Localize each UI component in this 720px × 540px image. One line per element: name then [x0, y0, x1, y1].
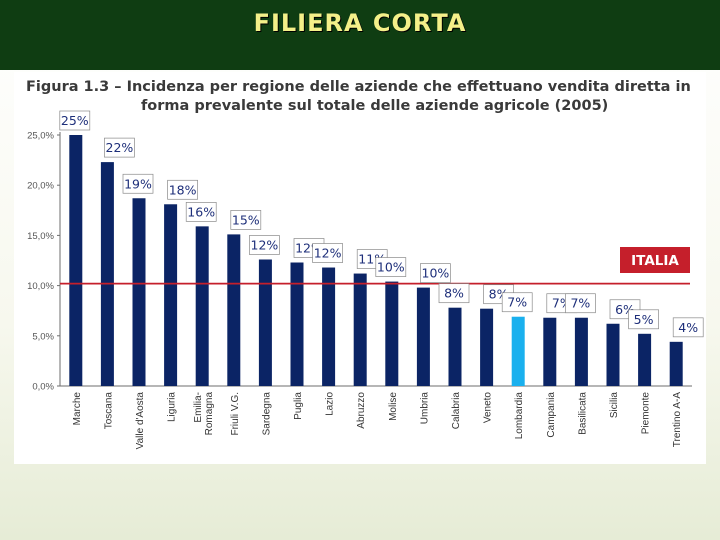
bar-14 — [480, 308, 494, 386]
bar-chart: 0,0% 5,0% 10,0% 15,0% 20,0% 25,0% ITALIA 25% 22%… — [27, 110, 704, 450]
figure-caption-line-1: Figura 1.3 – Incidenza per regione delle… — [26, 79, 691, 95]
reference-label-box — [620, 247, 690, 273]
data-label: 10% — [377, 260, 405, 275]
data-label: 7% — [507, 295, 527, 310]
bar-12 — [416, 287, 430, 386]
data-label-box — [185, 202, 217, 222]
bar-16 — [543, 317, 557, 386]
data-label-box — [438, 283, 470, 304]
chart-figure: Figura 1.3 – Incidenza per regione delle… — [14, 72, 706, 464]
y-tick-label: 25,0% — [27, 131, 54, 142]
data-label: 4% — [678, 320, 698, 335]
figure-caption: Figura 1.3 – Incidenza per regione delle… — [26, 78, 696, 116]
data-label: 22% — [106, 140, 134, 155]
bar-10 — [353, 273, 367, 386]
data-label: 10% — [422, 266, 450, 281]
x-tick-label: Abruzzo — [356, 392, 367, 429]
data-label: 16% — [187, 204, 215, 219]
bar-19 — [638, 333, 652, 386]
data-label-box — [167, 179, 198, 200]
data-label: 8% — [444, 286, 464, 301]
data-label: 15% — [232, 212, 260, 227]
x-tick-label: Emilia-Romagna — [193, 392, 215, 436]
slide-title: FILIERA CORTA — [253, 9, 467, 37]
x-tick-label: Puglia — [293, 392, 304, 420]
data-label-box — [249, 235, 280, 255]
data-label-box — [312, 243, 343, 263]
data-label-box — [230, 210, 262, 230]
data-label: 5% — [634, 312, 654, 327]
bar-3 — [132, 198, 146, 386]
x-tick-label: Friuli V.G. — [230, 392, 241, 436]
y-tick-label: 5,0% — [32, 331, 54, 342]
data-label: 7% — [570, 296, 590, 311]
slide-header: FILIERA CORTA — [0, 0, 720, 70]
x-tick-label: Molise — [388, 392, 399, 421]
bar-7 — [258, 259, 272, 386]
x-tick-label: Sardegna — [261, 392, 272, 436]
bar-9 — [322, 267, 336, 386]
data-label: 12% — [251, 237, 279, 252]
x-tick-label: Marche — [72, 392, 83, 426]
data-label-box — [628, 309, 659, 330]
bar-5 — [195, 226, 209, 386]
x-tick-label: Toscana — [103, 392, 114, 430]
bar-1 — [69, 135, 83, 386]
data-label: 19% — [124, 176, 152, 191]
data-label-box — [501, 292, 533, 313]
bar-11 — [385, 281, 399, 386]
x-tick-label: Valle d'Aosta — [135, 392, 146, 450]
x-tick-label: Umbria — [419, 392, 430, 425]
bar-8 — [290, 262, 304, 386]
x-tick-label: Calabria — [451, 392, 462, 430]
y-tick-label: 0,0% — [32, 382, 54, 393]
data-label-box — [420, 263, 451, 283]
bar-17 — [574, 317, 588, 386]
x-tick-label: Sicilia — [609, 392, 620, 419]
bar-2 — [100, 162, 114, 386]
bar-15 — [511, 316, 525, 386]
data-label-box — [565, 293, 596, 314]
y-tick-label: 15,0% — [27, 231, 54, 242]
x-tick-label: Lazio — [325, 392, 336, 416]
bar-18 — [606, 323, 620, 386]
data-label-box — [122, 173, 154, 194]
x-tick-label: Veneto — [483, 392, 494, 424]
y-tick-label: 20,0% — [27, 181, 54, 192]
bar-6 — [227, 234, 241, 386]
data-label-box — [375, 257, 407, 277]
data-label-box — [59, 110, 91, 131]
x-tick-label: Trentino A-A — [672, 392, 683, 448]
bar-20 — [669, 341, 683, 386]
reference-label: ITALIA — [631, 253, 679, 269]
x-tick-label: Campania — [546, 392, 557, 438]
y-tick-label: 10,0% — [27, 281, 54, 292]
x-tick-label: Liguria — [167, 392, 178, 422]
x-tick-label: Piemonte — [641, 392, 652, 435]
figure-caption-line-2: forma prevalente sul totale delle aziend… — [141, 98, 609, 114]
data-label: 18% — [169, 182, 197, 197]
x-tick-label: Basilicata — [577, 392, 588, 435]
data-label: 12% — [314, 246, 342, 261]
data-label-box — [672, 317, 704, 338]
x-tick-label: Lombardia — [514, 392, 525, 440]
bar-13 — [448, 307, 462, 386]
bar-4 — [164, 204, 178, 386]
data-label-box — [104, 137, 135, 158]
data-label: 25% — [61, 113, 89, 128]
